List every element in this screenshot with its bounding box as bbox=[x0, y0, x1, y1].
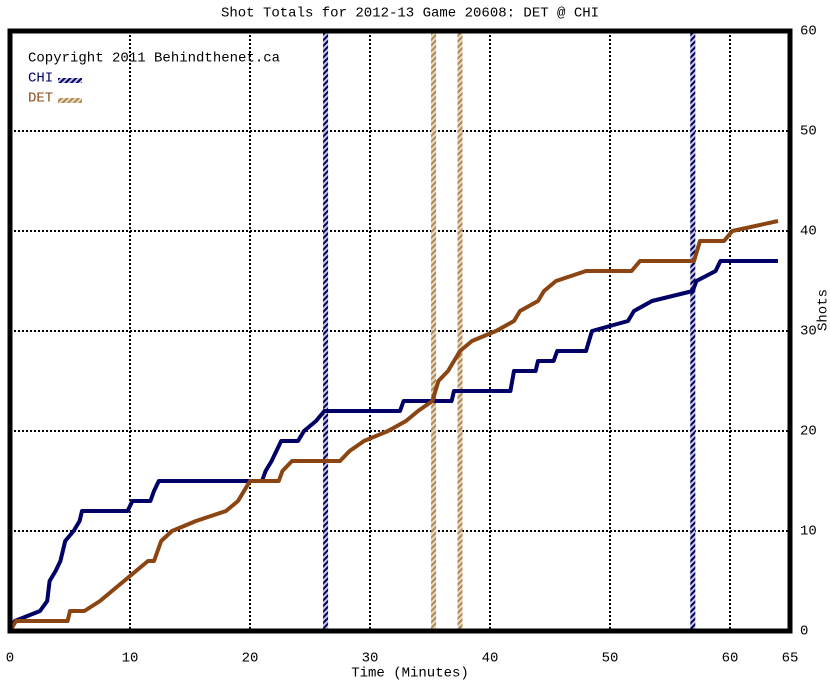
plot-frame bbox=[7, 28, 793, 634]
y-tick-label: 30 bbox=[800, 324, 817, 340]
goal-marker bbox=[431, 31, 437, 631]
y-tick-label: 10 bbox=[800, 524, 817, 540]
x-tick-label: 65 bbox=[782, 651, 799, 667]
x-tick-label: 0 bbox=[6, 651, 14, 667]
y-tick-label: 0 bbox=[800, 624, 808, 640]
y-tick-label: 50 bbox=[800, 124, 817, 140]
legend-swatch bbox=[58, 98, 82, 103]
goal-marker bbox=[323, 31, 329, 631]
legend-label: CHI bbox=[28, 71, 53, 87]
copyright: Copyright 2011 Behindthenet.ca bbox=[28, 51, 280, 67]
goal-marker bbox=[690, 31, 696, 631]
x-tick-label: 20 bbox=[242, 651, 259, 667]
y-tick-label: 40 bbox=[800, 224, 817, 240]
legend-swatch bbox=[58, 78, 82, 83]
y-axis-label: Shots bbox=[816, 289, 830, 331]
x-tick-label: 40 bbox=[482, 651, 499, 667]
x-axis-label: Time (Minutes) bbox=[351, 666, 469, 680]
goal-marker bbox=[457, 31, 463, 631]
x-tick-label: 60 bbox=[722, 651, 739, 667]
x-tick-label: 10 bbox=[122, 651, 139, 667]
x-tick-label: 30 bbox=[362, 651, 379, 667]
y-tick-label: 20 bbox=[800, 424, 817, 440]
y-tick-label: 60 bbox=[800, 24, 817, 40]
legend-label: DET bbox=[28, 91, 53, 107]
series-line bbox=[8, 259, 778, 632]
x-tick-label: 50 bbox=[602, 651, 619, 667]
series-line bbox=[8, 219, 779, 633]
chart-title: Shot Totals for 2012-13 Game 20608: DET … bbox=[221, 6, 599, 22]
